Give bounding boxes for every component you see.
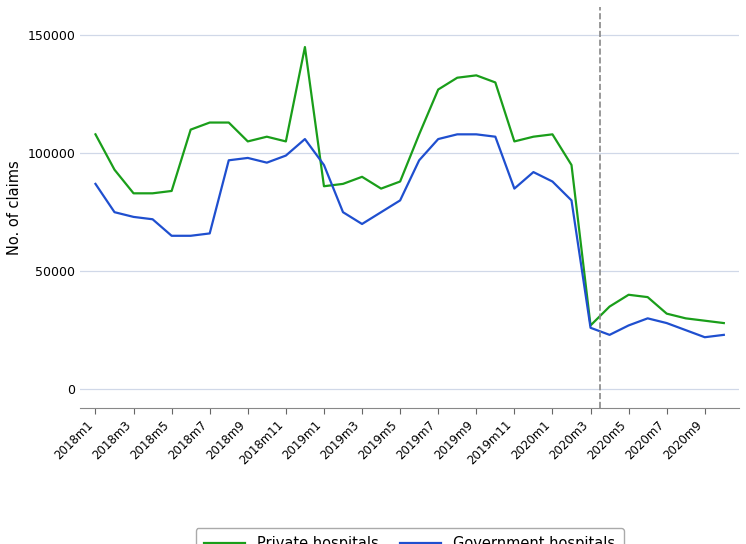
Line: Private hospitals: Private hospitals <box>95 47 724 325</box>
Private hospitals <box>186 126 195 133</box>
Line: Government hospitals: Government hospitals <box>95 134 724 337</box>
Government hospitals <box>319 162 328 168</box>
Government hospitals <box>567 197 576 203</box>
Government hospitals <box>110 209 119 215</box>
Government hospitals <box>225 157 233 164</box>
Private hospitals <box>91 131 100 138</box>
Private hospitals <box>433 86 442 93</box>
Private hospitals <box>319 183 328 189</box>
Government hospitals <box>491 133 500 140</box>
Government hospitals <box>281 152 290 159</box>
Government hospitals <box>243 154 252 161</box>
Government hospitals <box>129 214 138 220</box>
Private hospitals <box>339 181 348 187</box>
Private hospitals <box>491 79 500 86</box>
Private hospitals <box>357 174 366 180</box>
Government hospitals <box>643 315 652 322</box>
Private hospitals <box>301 44 310 50</box>
Government hospitals <box>357 221 366 227</box>
Private hospitals <box>377 186 386 192</box>
Y-axis label: No. of claims: No. of claims <box>7 160 22 255</box>
Government hospitals <box>415 157 424 164</box>
Government hospitals <box>471 131 480 138</box>
Legend: Private hospitals, Government hospitals: Private hospitals, Government hospitals <box>195 528 624 544</box>
Private hospitals <box>548 131 557 138</box>
Private hospitals <box>281 138 290 145</box>
Government hospitals <box>605 332 614 338</box>
Government hospitals <box>624 322 633 329</box>
Private hospitals <box>510 138 519 145</box>
Private hospitals <box>415 131 424 138</box>
Private hospitals <box>700 318 709 324</box>
Government hospitals <box>719 332 728 338</box>
Private hospitals <box>529 133 538 140</box>
Private hospitals <box>129 190 138 196</box>
Private hospitals <box>263 133 272 140</box>
Private hospitals <box>624 292 633 298</box>
Private hospitals <box>662 311 671 317</box>
Private hospitals <box>205 119 214 126</box>
Private hospitals <box>643 294 652 300</box>
Private hospitals <box>681 315 690 322</box>
Government hospitals <box>529 169 538 175</box>
Government hospitals <box>681 327 690 333</box>
Government hospitals <box>700 334 709 341</box>
Government hospitals <box>395 197 404 203</box>
Private hospitals <box>605 304 614 310</box>
Private hospitals <box>719 320 728 326</box>
Government hospitals <box>167 232 176 239</box>
Government hospitals <box>586 325 595 331</box>
Government hospitals <box>662 320 671 326</box>
Government hospitals <box>91 181 100 187</box>
Private hospitals <box>243 138 252 145</box>
Private hospitals <box>167 188 176 194</box>
Government hospitals <box>263 159 272 166</box>
Government hospitals <box>148 216 157 222</box>
Government hospitals <box>205 230 214 237</box>
Private hospitals <box>225 119 233 126</box>
Private hospitals <box>471 72 480 79</box>
Government hospitals <box>339 209 348 215</box>
Private hospitals <box>110 166 119 173</box>
Government hospitals <box>377 209 386 215</box>
Government hospitals <box>510 186 519 192</box>
Private hospitals <box>586 322 595 329</box>
Government hospitals <box>453 131 462 138</box>
Government hospitals <box>548 178 557 185</box>
Government hospitals <box>301 136 310 143</box>
Private hospitals <box>453 75 462 81</box>
Government hospitals <box>186 232 195 239</box>
Private hospitals <box>395 178 404 185</box>
Private hospitals <box>148 190 157 196</box>
Government hospitals <box>433 136 442 143</box>
Private hospitals <box>567 162 576 168</box>
